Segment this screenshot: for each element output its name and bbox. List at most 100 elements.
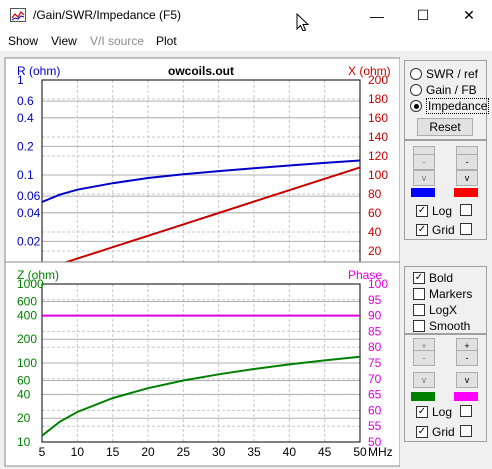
left-tick-label: 60 xyxy=(17,374,31,388)
bottom-grid-check[interactable]: ✓ xyxy=(416,425,428,438)
mode-group xyxy=(404,60,487,140)
left-tick-label: 0.1 xyxy=(17,168,34,182)
markers-label: Markers xyxy=(429,286,473,301)
left-axis-title: R (ohm) xyxy=(17,64,60,78)
menu-vi-source[interactable]: V/I source xyxy=(90,34,145,48)
left-tick-label: 0.2 xyxy=(17,139,34,153)
bottom-left-color-swatch[interactable] xyxy=(411,392,435,401)
x-tick-label: 10 xyxy=(71,445,85,459)
logx-checkbox[interactable]: LogX xyxy=(413,302,457,317)
smooth-checkbox[interactable]: Smooth xyxy=(413,318,470,333)
bottom-left-minus-button[interactable]: - xyxy=(413,350,435,366)
options-group xyxy=(404,266,487,334)
right-tick-label: 75 xyxy=(368,356,382,370)
right-tick-label: 95 xyxy=(368,293,382,307)
right-tick-label: 80 xyxy=(368,187,382,201)
bold-checkbox[interactable]: ✓ Bold xyxy=(413,270,453,285)
markers-checkbox[interactable]: Markers xyxy=(413,286,472,301)
top-right-minus-button[interactable]: - xyxy=(456,154,478,170)
right-tick-label: 60 xyxy=(368,206,382,220)
close-button[interactable]: ✕ xyxy=(446,0,492,31)
mode-swr-radio[interactable]: SWR / ref xyxy=(410,66,478,82)
left-tick-label: 1000 xyxy=(17,277,44,291)
bottom-axis-group xyxy=(404,334,487,442)
mouse-cursor-icon xyxy=(296,13,310,32)
bottom-right-down-button[interactable]: v xyxy=(456,372,478,388)
bottom-left-down-button[interactable]: v xyxy=(413,372,435,388)
left-tick-label: 20 xyxy=(17,411,31,425)
mode-gain-label: Gain / FB xyxy=(426,83,477,97)
bottom-log-checkbox[interactable]: ✓ Log xyxy=(416,404,452,419)
menu-view[interactable]: View xyxy=(51,34,77,48)
top-grid-label: Grid xyxy=(432,222,455,237)
menu-plot[interactable]: Plot xyxy=(156,34,177,48)
top-left-down-button[interactable]: v xyxy=(413,170,435,186)
right-tick-label: 80 xyxy=(368,340,382,354)
bottom-right-minus-button[interactable]: - xyxy=(456,350,478,366)
right-tick-label: 120 xyxy=(368,149,388,163)
mode-swr-label: SWR / ref xyxy=(426,67,479,81)
top-log-label: Log xyxy=(432,203,453,218)
left-tick-label: 0.06 xyxy=(17,189,41,203)
series-line-0-0 xyxy=(41,159,361,203)
right-tick-label: 90 xyxy=(368,309,382,323)
x-unit-label: MHz xyxy=(368,445,393,459)
right-tick-label: 200 xyxy=(368,73,388,87)
right-tick-label: 20 xyxy=(368,244,382,258)
top-right-color-swatch[interactable] xyxy=(454,188,478,197)
right-tick-label: 60 xyxy=(368,403,382,417)
mode-gain-radio[interactable]: Gain / FB xyxy=(410,82,477,98)
reset-button[interactable]: Reset xyxy=(417,118,473,136)
top-log-checkbox[interactable]: ✓ Log xyxy=(416,203,452,218)
smooth-check[interactable] xyxy=(413,319,425,332)
minimize-button[interactable]: — xyxy=(354,0,400,31)
right-tick-label: 40 xyxy=(368,225,382,239)
x-tick-label: 30 xyxy=(212,445,226,459)
left-tick-label: 40 xyxy=(17,387,31,401)
top-grid-check[interactable]: ✓ xyxy=(416,223,428,236)
left-tick-label: 10 xyxy=(17,435,31,449)
right-tick-label: 50 xyxy=(368,435,382,449)
left-tick-label: 200 xyxy=(17,332,37,346)
bottom-grid-checkbox[interactable]: ✓ Grid xyxy=(416,424,455,439)
x-tick-label: 15 xyxy=(106,445,120,459)
menu-show[interactable]: Show xyxy=(8,34,39,48)
radio-gain[interactable] xyxy=(410,84,422,96)
chart-title: owcoils.out xyxy=(168,64,234,78)
bottom-right-log-checkbox[interactable] xyxy=(460,405,472,417)
series-line-1-0 xyxy=(41,355,361,437)
top-left-minus-button[interactable]: - xyxy=(413,154,435,170)
right-tick-label: 140 xyxy=(368,130,388,144)
right-tick-label: 180 xyxy=(368,92,388,106)
top-left-color-swatch[interactable] xyxy=(411,188,435,197)
radio-impedance[interactable] xyxy=(410,100,422,112)
right-axis-title: X (ohm) xyxy=(348,64,391,78)
left-tick-label: 600 xyxy=(17,295,37,309)
top-log-check[interactable]: ✓ xyxy=(416,204,428,217)
x-tick-label: 20 xyxy=(141,445,155,459)
top-grid-checkbox[interactable]: ✓ Grid xyxy=(416,222,455,237)
mode-impedance-radio[interactable]: Impedance xyxy=(410,98,490,114)
left-tick-label: 1 xyxy=(17,73,24,87)
plot-area: 5101520253035404550MHz0.010.020.040.060.… xyxy=(4,57,400,467)
right-tick-label: 70 xyxy=(368,372,382,386)
chart-frame-0 xyxy=(4,57,400,265)
bottom-right-color-swatch[interactable] xyxy=(454,392,478,401)
bold-label: Bold xyxy=(429,270,454,285)
maximize-button[interactable]: ☐ xyxy=(400,0,446,31)
top-right-down-button[interactable]: v xyxy=(456,170,478,186)
bold-check[interactable]: ✓ xyxy=(413,271,425,284)
top-right-log-checkbox[interactable] xyxy=(460,204,472,216)
right-tick-label: 65 xyxy=(368,388,382,402)
logx-check[interactable] xyxy=(413,303,425,316)
top-right-grid-checkbox[interactable] xyxy=(460,223,472,235)
plot-border xyxy=(41,283,361,443)
bottom-grid-label: Grid xyxy=(432,424,455,439)
bottom-right-grid-checkbox[interactable] xyxy=(460,425,472,437)
logx-label: LogX xyxy=(429,302,458,317)
x-tick-label: 5 xyxy=(39,445,46,459)
markers-check[interactable] xyxy=(413,287,425,300)
radio-swr[interactable] xyxy=(410,68,422,80)
app-chart-icon xyxy=(10,8,26,22)
bottom-log-check[interactable]: ✓ xyxy=(416,405,428,418)
